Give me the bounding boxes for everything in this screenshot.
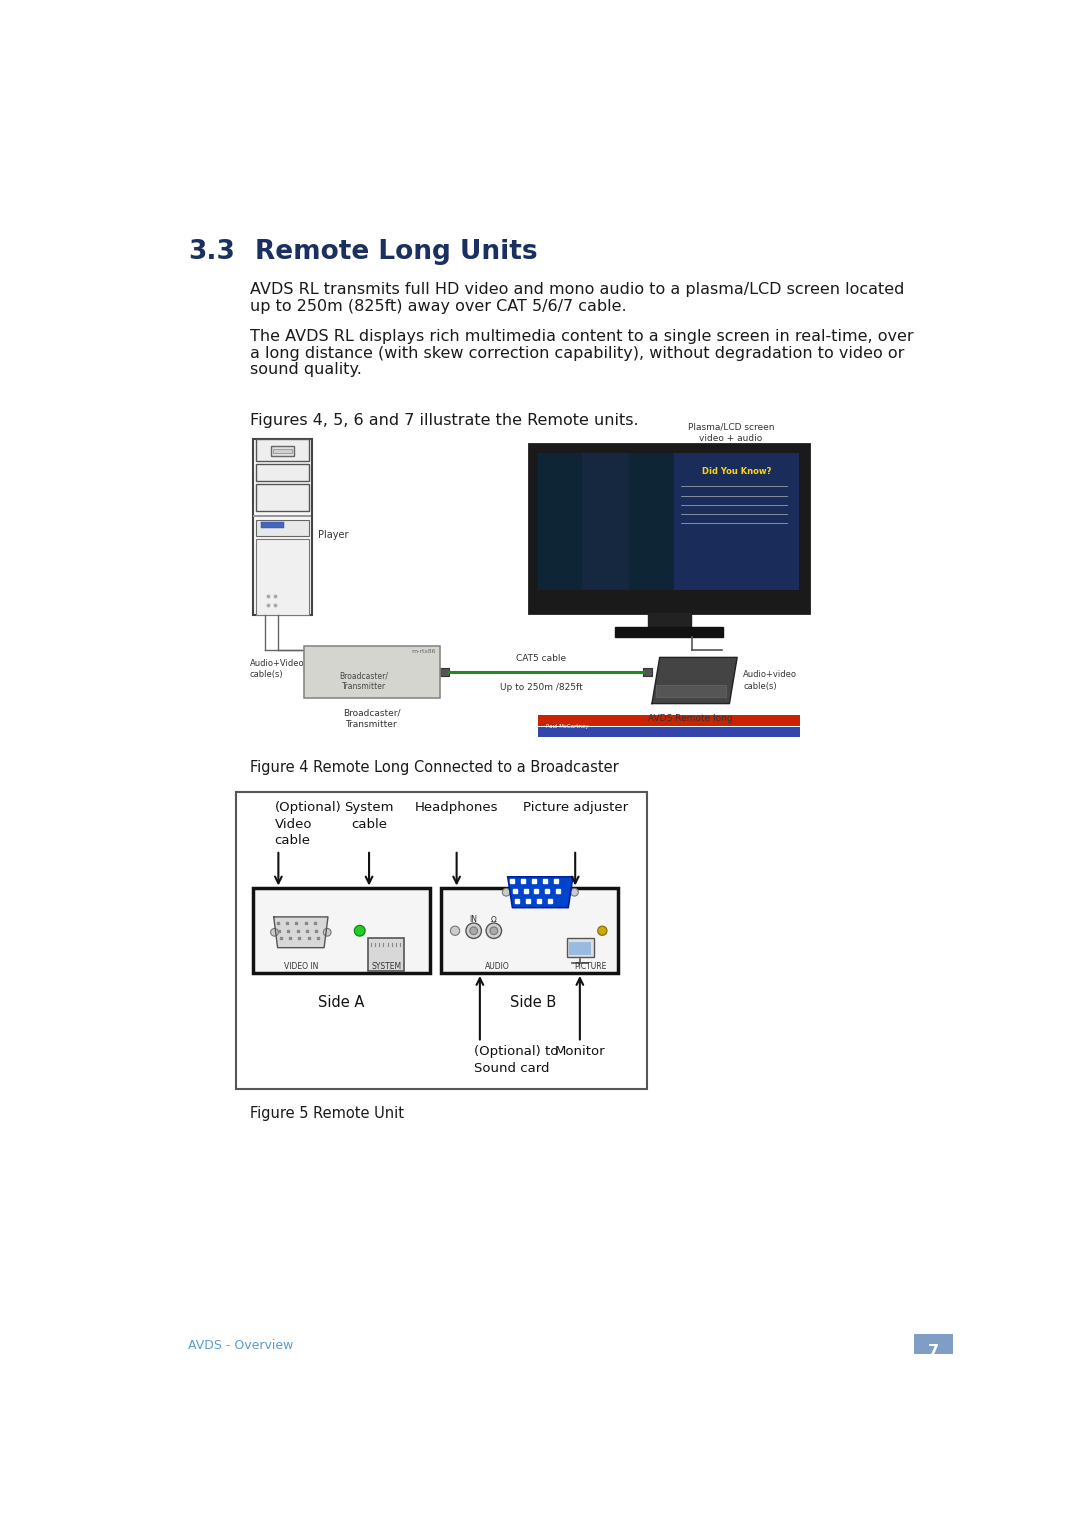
Circle shape	[323, 928, 332, 936]
Bar	[256, 484, 309, 512]
Text: PICTURE: PICTURE	[575, 962, 607, 971]
Bar	[648, 613, 691, 631]
Text: System
cable: System cable	[345, 801, 394, 830]
Text: up to 250m (825ft) away over CAT 5/6/7 cable.: up to 250m (825ft) away over CAT 5/6/7 c…	[249, 299, 626, 314]
Text: VIDEO IN: VIDEO IN	[284, 962, 318, 971]
Text: IN: IN	[470, 915, 477, 924]
Text: (Optional) to
Sound card: (Optional) to Sound card	[474, 1045, 558, 1075]
Bar	[303, 647, 440, 699]
Text: Plasma/LCD screen
video + audio: Plasma/LCD screen video + audio	[688, 423, 774, 443]
Bar	[615, 628, 724, 637]
Text: Picture adjuster: Picture adjuster	[523, 801, 627, 815]
Bar	[567, 939, 594, 958]
Bar	[253, 440, 312, 614]
Bar	[569, 942, 592, 954]
Text: AVDS - Overview: AVDS - Overview	[188, 1339, 293, 1351]
Text: AVDS RL transmits full HD video and mono audio to a plasma/LCD screen located: AVDS RL transmits full HD video and mono…	[249, 282, 904, 297]
Text: 7: 7	[928, 1344, 939, 1359]
Text: Audio+Video
cable(s): Audio+Video cable(s)	[249, 659, 305, 679]
Bar	[643, 668, 652, 676]
Polygon shape	[508, 876, 572, 907]
Bar	[253, 889, 430, 973]
Text: Monitor: Monitor	[554, 1045, 605, 1059]
Bar	[273, 449, 292, 453]
Circle shape	[597, 927, 607, 936]
Circle shape	[502, 889, 510, 896]
Text: SYSTEM: SYSTEM	[372, 962, 401, 971]
Text: Broadcaster/
Transmitter: Broadcaster/ Transmitter	[342, 709, 400, 729]
Polygon shape	[652, 657, 738, 703]
Text: Headphones: Headphones	[415, 801, 498, 815]
Bar	[271, 446, 294, 457]
Text: Did You Know?: Did You Know?	[702, 467, 772, 476]
Circle shape	[570, 889, 578, 896]
Text: Side B: Side B	[510, 994, 556, 1010]
Circle shape	[486, 924, 501, 939]
Text: Broadcaster/
Transmitter: Broadcaster/ Transmitter	[339, 671, 388, 691]
Text: 3.3: 3.3	[188, 239, 234, 265]
Bar	[440, 668, 449, 676]
Circle shape	[271, 928, 279, 936]
Text: Audio+video
cable(s): Audio+video cable(s)	[743, 671, 797, 691]
Text: Figure 5 Remote Unit: Figure 5 Remote Unit	[249, 1106, 404, 1120]
Text: The AVDS RL displays rich multimedia content to a single screen in real-time, ov: The AVDS RL displays rich multimedia con…	[249, 328, 914, 343]
Bar	[256, 539, 309, 614]
Text: Figures 4, 5, 6 and 7 illustrate the Remote units.: Figures 4, 5, 6 and 7 illustrate the Rem…	[249, 414, 638, 429]
Text: Up to 250m /825ft: Up to 250m /825ft	[500, 683, 582, 692]
Bar	[256, 440, 309, 461]
Text: Ω: Ω	[491, 915, 497, 924]
Bar	[256, 521, 309, 536]
Bar	[308, 685, 435, 694]
Bar	[256, 464, 309, 481]
Text: (Optional)
Video
cable: (Optional) Video cable	[274, 801, 341, 847]
Text: m-rts86: m-rts86	[411, 648, 436, 654]
Circle shape	[470, 927, 477, 935]
Text: Player: Player	[318, 530, 349, 539]
Bar	[914, 1334, 953, 1354]
Bar	[674, 453, 799, 590]
Text: CAT5 cable: CAT5 cable	[516, 654, 566, 663]
Bar	[235, 792, 647, 1089]
Text: Side A: Side A	[318, 994, 364, 1010]
Bar	[538, 453, 800, 590]
Text: AUDIO: AUDIO	[485, 962, 510, 971]
Bar	[656, 685, 726, 697]
Circle shape	[465, 924, 482, 939]
Bar	[538, 715, 800, 726]
Text: Figure 4 Remote Long Connected to a Broadcaster: Figure 4 Remote Long Connected to a Broa…	[249, 760, 619, 775]
Bar	[441, 889, 618, 973]
Circle shape	[490, 927, 498, 935]
Bar	[529, 444, 809, 613]
Bar	[538, 453, 674, 590]
Bar	[582, 453, 629, 590]
Bar	[368, 939, 404, 971]
Bar	[308, 673, 435, 682]
Text: AVDS Remote long: AVDS Remote long	[648, 714, 733, 723]
Text: sound quality.: sound quality.	[249, 363, 362, 377]
Bar	[538, 728, 800, 737]
Polygon shape	[273, 916, 328, 948]
Circle shape	[354, 925, 365, 936]
Text: Remote Long Units: Remote Long Units	[255, 239, 538, 265]
Circle shape	[450, 927, 460, 936]
Text: a long distance (with skew correction capability), without degradation to video : a long distance (with skew correction ca…	[249, 346, 904, 360]
Text: Paul McCartney: Paul McCartney	[545, 725, 589, 729]
Bar	[260, 522, 284, 529]
